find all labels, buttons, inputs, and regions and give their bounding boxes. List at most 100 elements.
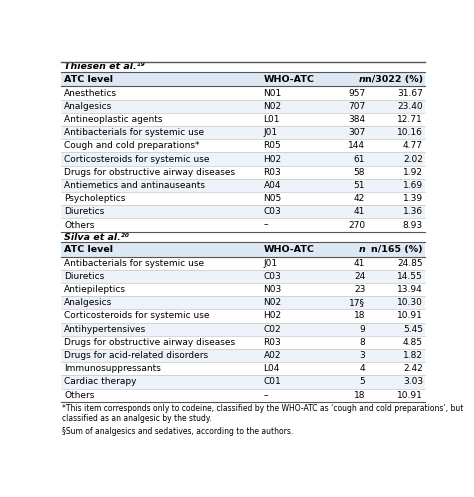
- Text: 957: 957: [348, 88, 365, 97]
- Bar: [61, 192, 425, 205]
- Text: 23.40: 23.40: [397, 102, 423, 111]
- Text: H02: H02: [264, 155, 282, 164]
- Text: H02: H02: [264, 312, 282, 321]
- Bar: [61, 375, 425, 389]
- Text: N02: N02: [264, 102, 282, 111]
- Bar: [61, 219, 425, 232]
- Text: R05: R05: [264, 141, 281, 150]
- Bar: [61, 166, 425, 179]
- Bar: [61, 99, 425, 113]
- Text: Psycholeptics: Psycholeptics: [64, 194, 126, 203]
- Text: n: n: [358, 245, 365, 254]
- Text: L04: L04: [264, 364, 280, 373]
- Text: Antiepileptics: Antiepileptics: [64, 285, 126, 294]
- Text: 10.30: 10.30: [397, 298, 423, 307]
- Bar: [61, 336, 425, 349]
- Text: 10.91: 10.91: [397, 312, 423, 321]
- Bar: [61, 309, 425, 323]
- Text: Thiesen et al.¹⁹: Thiesen et al.¹⁹: [64, 63, 145, 72]
- Text: 8.93: 8.93: [403, 221, 423, 230]
- Bar: [61, 349, 425, 362]
- Text: C01: C01: [264, 377, 281, 387]
- Text: Drugs for obstructive airway diseases: Drugs for obstructive airway diseases: [64, 338, 235, 347]
- Bar: [61, 362, 425, 375]
- Text: Drugs for obstructive airway diseases: Drugs for obstructive airway diseases: [64, 168, 235, 177]
- Bar: [61, 113, 425, 126]
- Text: 5.45: 5.45: [403, 325, 423, 333]
- Text: 51: 51: [354, 181, 365, 190]
- Text: R03: R03: [264, 338, 281, 347]
- Text: WHO-ATC: WHO-ATC: [264, 245, 314, 254]
- Text: N02: N02: [264, 298, 282, 307]
- Text: Cough and cold preparations*: Cough and cold preparations*: [64, 141, 200, 150]
- Bar: [61, 139, 425, 153]
- Bar: [61, 232, 425, 243]
- Text: 17§: 17§: [349, 298, 365, 307]
- Text: Antiemetics and antinauseants: Antiemetics and antinauseants: [64, 181, 205, 190]
- Text: C03: C03: [264, 207, 281, 216]
- Text: §Sum of analgesics and sedatives, according to the authors.: §Sum of analgesics and sedatives, accord…: [62, 427, 293, 436]
- Bar: [61, 283, 425, 296]
- Text: 384: 384: [348, 115, 365, 124]
- Text: 4.77: 4.77: [403, 141, 423, 150]
- Text: n/3022 (%): n/3022 (%): [365, 75, 423, 84]
- Text: 1.39: 1.39: [403, 194, 423, 203]
- Text: Antihypertensives: Antihypertensives: [64, 325, 146, 333]
- Text: Analgesics: Analgesics: [64, 298, 112, 307]
- Text: 307: 307: [348, 128, 365, 137]
- Text: 18: 18: [354, 391, 365, 400]
- Bar: [61, 270, 425, 283]
- Bar: [61, 86, 425, 99]
- Text: N03: N03: [264, 285, 282, 294]
- Text: 4.85: 4.85: [403, 338, 423, 347]
- Text: C02: C02: [264, 325, 281, 333]
- Text: A04: A04: [264, 181, 281, 190]
- Text: R03: R03: [264, 168, 281, 177]
- Text: ATC level: ATC level: [64, 245, 113, 254]
- Text: 41: 41: [354, 258, 365, 268]
- Text: 58: 58: [354, 168, 365, 177]
- Text: 42: 42: [354, 194, 365, 203]
- Text: Diuretics: Diuretics: [64, 207, 104, 216]
- Text: 12.71: 12.71: [397, 115, 423, 124]
- Bar: [61, 256, 425, 270]
- Text: 31.67: 31.67: [397, 88, 423, 97]
- Text: 10.16: 10.16: [397, 128, 423, 137]
- Bar: [61, 323, 425, 336]
- Text: 24.85: 24.85: [397, 258, 423, 268]
- Text: A02: A02: [264, 351, 281, 360]
- Text: 13.94: 13.94: [397, 285, 423, 294]
- Bar: [61, 389, 425, 402]
- Bar: [61, 296, 425, 309]
- Text: ATC level: ATC level: [64, 75, 113, 84]
- Text: 18: 18: [354, 312, 365, 321]
- Text: J01: J01: [264, 258, 278, 268]
- Text: Cardiac therapy: Cardiac therapy: [64, 377, 137, 387]
- Text: n/165 (%): n/165 (%): [371, 245, 423, 254]
- Text: Antibacterials for systemic use: Antibacterials for systemic use: [64, 258, 204, 268]
- Text: 3: 3: [359, 351, 365, 360]
- Bar: [61, 179, 425, 192]
- Text: 41: 41: [354, 207, 365, 216]
- Text: L01: L01: [264, 115, 280, 124]
- Text: WHO-ATC: WHO-ATC: [264, 75, 314, 84]
- Text: 10.91: 10.91: [397, 391, 423, 400]
- Bar: [61, 153, 425, 166]
- Text: 1.82: 1.82: [403, 351, 423, 360]
- Text: Immunosuppressants: Immunosuppressants: [64, 364, 161, 373]
- Text: 8: 8: [359, 338, 365, 347]
- Text: Corticosteroids for systemic use: Corticosteroids for systemic use: [64, 155, 210, 164]
- Text: 707: 707: [348, 102, 365, 111]
- Text: N05: N05: [264, 194, 282, 203]
- Text: Antibacterials for systemic use: Antibacterials for systemic use: [64, 128, 204, 137]
- Bar: [61, 205, 425, 219]
- Bar: [61, 72, 425, 86]
- Bar: [61, 62, 425, 72]
- Text: 61: 61: [354, 155, 365, 164]
- Text: 4: 4: [360, 364, 365, 373]
- Text: 1.69: 1.69: [403, 181, 423, 190]
- Text: Silva et al.²⁰: Silva et al.²⁰: [64, 233, 129, 242]
- Text: Antineoplastic agents: Antineoplastic agents: [64, 115, 163, 124]
- Text: 1.92: 1.92: [403, 168, 423, 177]
- Text: Others: Others: [64, 221, 94, 230]
